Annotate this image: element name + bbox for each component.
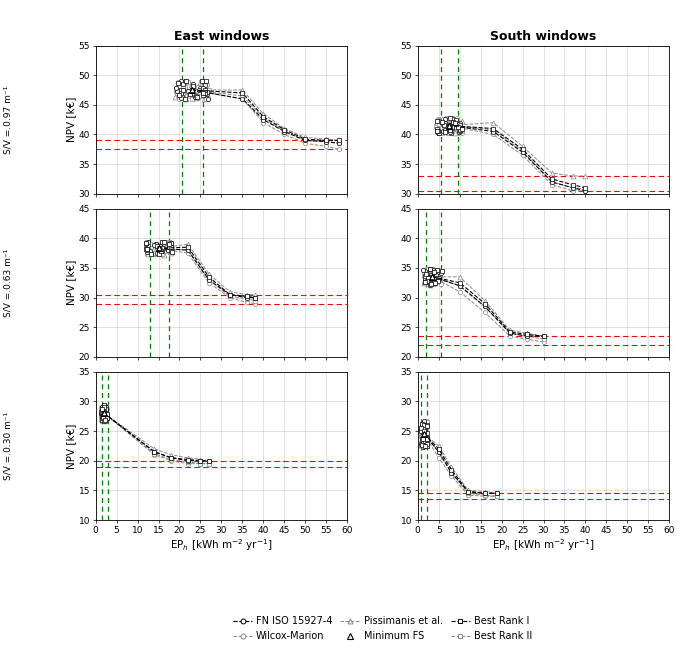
X-axis label: EP$_h$ [kWh m$^{-2}$ yr$^{-1}$]: EP$_h$ [kWh m$^{-2}$ yr$^{-1}$]: [170, 538, 273, 553]
Legend: FN ISO 15927-4, Wilcox-Marion, Pissimanis et al., Minimum FS, Best Rank I, Best : FN ISO 15927-4, Wilcox-Marion, Pissimani…: [229, 612, 536, 645]
Text: S/V =.0.30 m⁻¹: S/V =.0.30 m⁻¹: [3, 411, 12, 480]
Y-axis label: NPV [k€]: NPV [k€]: [66, 97, 76, 142]
Title: South windows: South windows: [490, 30, 597, 43]
X-axis label: EP$_h$ [kWh m$^{-2}$ yr$^{-1}$]: EP$_h$ [kWh m$^{-2}$ yr$^{-1}$]: [492, 538, 595, 553]
Text: S/V =.0.97 m⁻¹: S/V =.0.97 m⁻¹: [3, 86, 12, 154]
Y-axis label: NPV [k€]: NPV [k€]: [66, 423, 76, 469]
Title: East windows: East windows: [173, 30, 269, 43]
Y-axis label: NPV [k€]: NPV [k€]: [66, 260, 76, 306]
Text: S/V =.0.63 m⁻¹: S/V =.0.63 m⁻¹: [3, 248, 12, 317]
